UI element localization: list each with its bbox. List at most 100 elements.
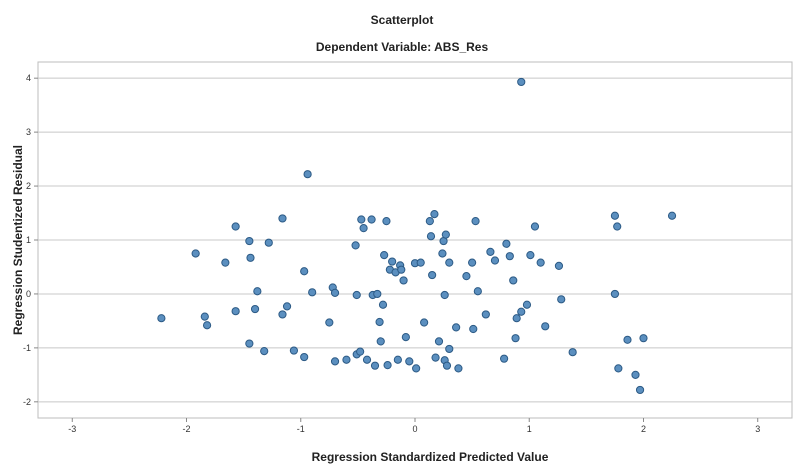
data-point bbox=[300, 267, 309, 276]
data-point bbox=[362, 355, 372, 364]
data-point bbox=[253, 287, 262, 296]
data-point bbox=[440, 290, 449, 300]
data-point bbox=[430, 210, 439, 219]
data-point bbox=[462, 272, 471, 281]
data-point bbox=[303, 170, 312, 179]
data-point bbox=[300, 352, 309, 362]
data-point bbox=[639, 334, 648, 343]
data-point bbox=[468, 258, 477, 267]
data-point bbox=[397, 265, 406, 274]
data-point bbox=[536, 258, 545, 267]
data-point bbox=[289, 346, 299, 355]
data-point bbox=[509, 276, 518, 285]
data-point bbox=[517, 307, 526, 316]
data-point bbox=[356, 347, 365, 356]
x-tick-label: 3 bbox=[755, 424, 760, 434]
data-point bbox=[490, 256, 500, 265]
data-point bbox=[231, 222, 240, 231]
data-point bbox=[191, 249, 200, 258]
data-point bbox=[613, 222, 622, 231]
y-axis-ticks: -2 -1 0 1 2 3 4 bbox=[23, 73, 38, 407]
data-point bbox=[278, 214, 287, 223]
data-point bbox=[442, 361, 452, 370]
data-point bbox=[405, 357, 414, 366]
chart-subtitle: Dependent Variable: ABS_Res bbox=[316, 40, 489, 54]
y-tick-label: -1 bbox=[23, 343, 31, 353]
data-point bbox=[202, 321, 212, 330]
data-point bbox=[471, 217, 480, 226]
data-point bbox=[511, 334, 520, 343]
data-point bbox=[635, 385, 645, 395]
y-tick-label: 2 bbox=[26, 181, 31, 191]
data-point bbox=[373, 289, 382, 299]
plot-area: -2 -1 0 1 2 3 4 -3 -2 -1 0 1 2 3 bbox=[23, 61, 793, 434]
data-point bbox=[367, 215, 376, 224]
data-point bbox=[388, 257, 397, 266]
data-point bbox=[420, 318, 429, 327]
data-point bbox=[568, 348, 577, 357]
data-point bbox=[357, 215, 366, 224]
data-point bbox=[282, 302, 292, 311]
data-point bbox=[383, 361, 392, 370]
chart-title: Scatterplot bbox=[371, 13, 434, 27]
data-point bbox=[434, 337, 444, 346]
data-point bbox=[375, 317, 384, 327]
x-tick-label: 1 bbox=[527, 424, 532, 434]
data-point bbox=[530, 222, 540, 231]
data-point bbox=[246, 253, 255, 262]
data-point bbox=[245, 236, 254, 246]
data-point bbox=[342, 355, 351, 364]
data-point bbox=[441, 230, 450, 239]
data-point bbox=[500, 354, 509, 363]
data-point bbox=[512, 314, 521, 323]
data-point bbox=[522, 300, 532, 309]
data-point bbox=[505, 252, 514, 261]
data-point bbox=[412, 364, 421, 373]
data-point bbox=[452, 323, 461, 332]
x-tick-label: -2 bbox=[183, 424, 191, 434]
data-point bbox=[610, 289, 620, 299]
data-point bbox=[351, 241, 360, 250]
data-point bbox=[554, 261, 564, 270]
data-point bbox=[278, 310, 287, 319]
y-tick-label: 0 bbox=[26, 289, 31, 299]
data-point bbox=[221, 258, 230, 267]
data-point bbox=[541, 322, 550, 331]
data-point bbox=[473, 287, 482, 296]
data-point bbox=[610, 211, 620, 220]
x-tick-label: 0 bbox=[412, 424, 417, 434]
data-points bbox=[157, 77, 677, 395]
data-point bbox=[502, 239, 511, 248]
y-tick-label: -2 bbox=[23, 397, 31, 407]
data-point bbox=[486, 247, 495, 256]
gridlines bbox=[38, 77, 792, 403]
data-point bbox=[426, 232, 436, 241]
data-point bbox=[416, 258, 425, 267]
data-point bbox=[325, 318, 334, 327]
x-axis-ticks: -3 -2 -1 0 1 2 3 bbox=[68, 418, 760, 434]
data-point bbox=[370, 361, 380, 370]
y-tick-label: 3 bbox=[26, 127, 31, 137]
data-point bbox=[445, 258, 454, 267]
data-point bbox=[376, 337, 385, 346]
y-tick-label: 1 bbox=[26, 235, 31, 245]
x-tick-label: -1 bbox=[297, 424, 305, 434]
y-axis-label: Regression Studentized Residual bbox=[11, 145, 25, 335]
data-point bbox=[428, 270, 437, 280]
x-tick-label: -3 bbox=[68, 424, 76, 434]
x-axis-label: Regression Standardized Predicted Value bbox=[312, 450, 549, 464]
data-point bbox=[352, 290, 361, 300]
data-point bbox=[631, 370, 640, 379]
data-point bbox=[454, 364, 463, 373]
data-point bbox=[445, 344, 454, 354]
data-point bbox=[264, 238, 273, 247]
data-point bbox=[517, 77, 526, 87]
data-point bbox=[399, 276, 408, 285]
data-point bbox=[250, 304, 260, 314]
data-point bbox=[308, 288, 317, 297]
data-point bbox=[393, 355, 402, 364]
data-point bbox=[380, 251, 389, 260]
data-point bbox=[614, 364, 623, 373]
data-point bbox=[231, 307, 240, 316]
